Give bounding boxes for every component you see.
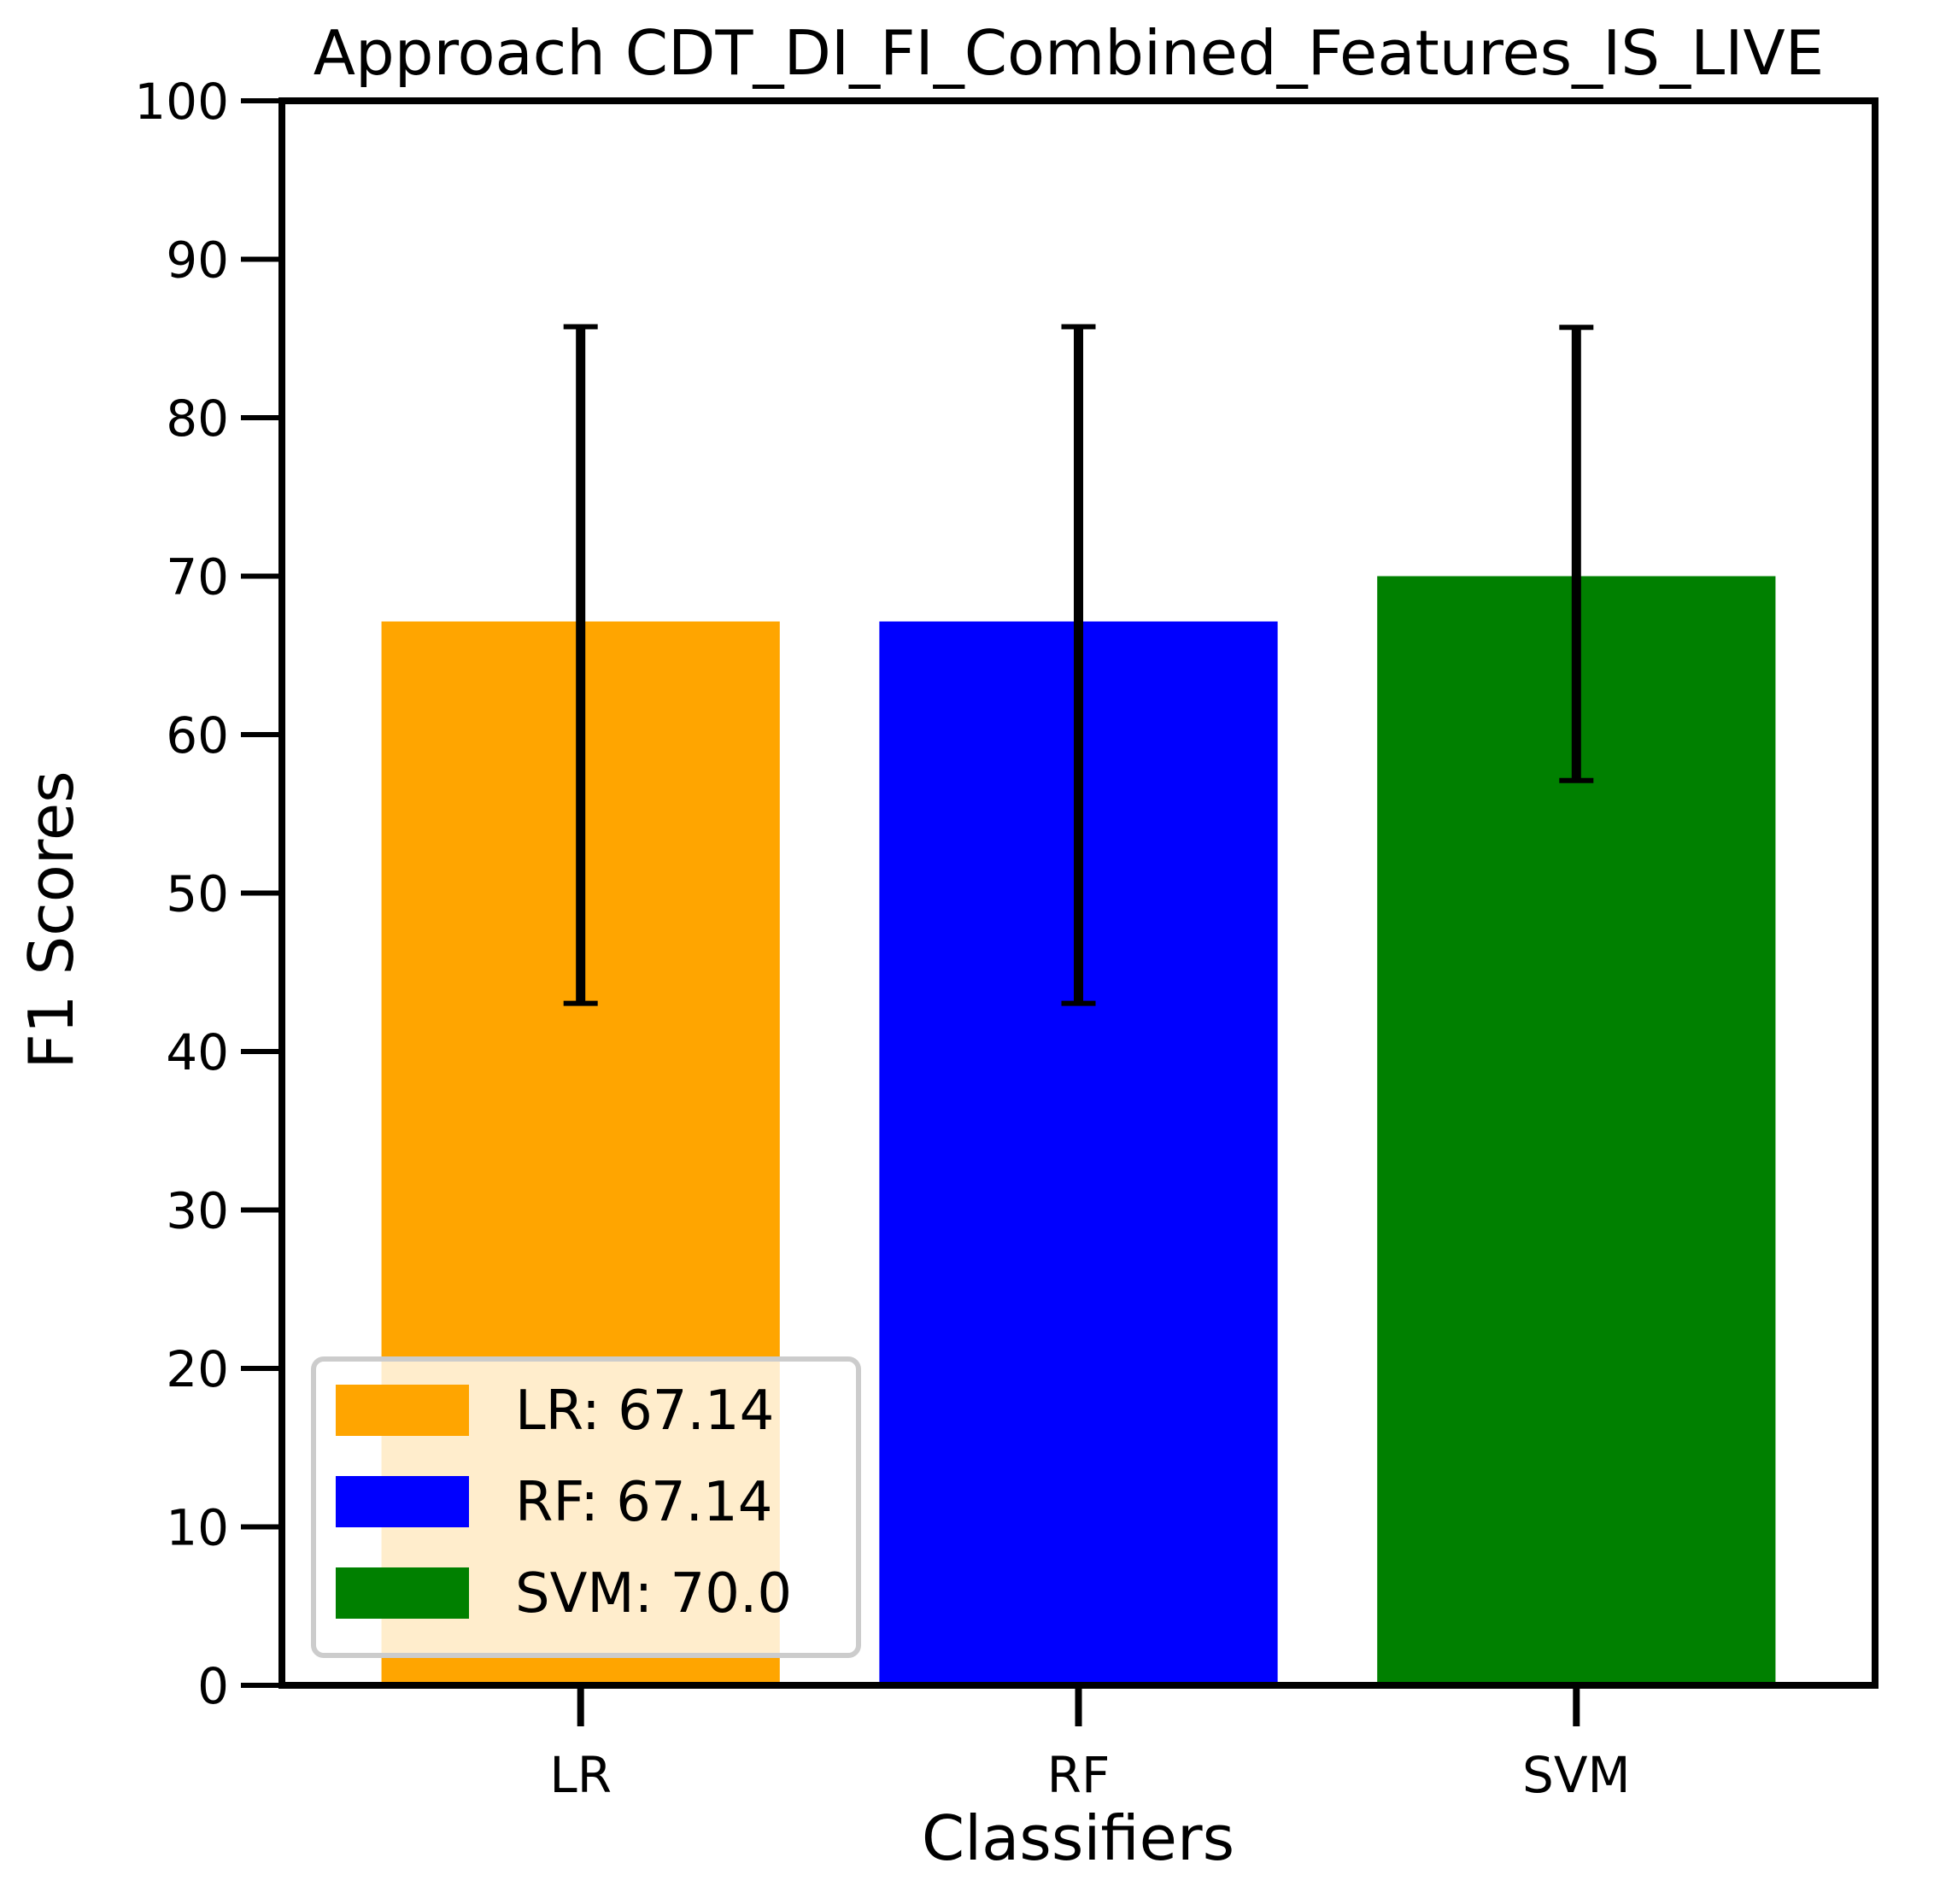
y-tick-label: 20 — [166, 1340, 229, 1398]
legend-swatch-lr — [336, 1385, 469, 1436]
error-bar-svm — [1559, 325, 1594, 783]
legend-swatch-rf — [336, 1476, 469, 1527]
y-tick-label: 40 — [166, 1023, 229, 1081]
y-tick-label: 90 — [166, 231, 229, 290]
x-axis-title: Classifiers — [922, 1802, 1234, 1874]
legend-label-svm: SVM: 70.0 — [515, 1562, 792, 1626]
y-axis-title: F1 Scores — [15, 770, 87, 1069]
chart-title: Approach CDT_DI_FI_Combined_Features_IS_… — [314, 17, 1824, 89]
plot-area: 0 10 20 30 40 50 60 70 80 90 100 LR RF SVM LR: 67.14 RF… — [134, 73, 1878, 1804]
error-bar-lr — [563, 324, 598, 1006]
y-tick-label: 100 — [134, 73, 229, 131]
legend-label-lr: LR: 67.14 — [515, 1380, 774, 1443]
error-bar-rf — [1061, 324, 1096, 1006]
y-tick-label: 30 — [166, 1182, 229, 1240]
y-tick-label: 50 — [166, 865, 229, 923]
y-tick-label: 10 — [166, 1499, 229, 1557]
x-tick-label-svm: SVM — [1522, 1746, 1631, 1804]
x-tick-label-rf: RF — [1047, 1746, 1111, 1804]
y-tick-label: 70 — [166, 548, 229, 606]
y-tick-label: 0 — [197, 1657, 229, 1715]
legend-swatch-svm — [336, 1567, 469, 1619]
y-tick-label: 80 — [166, 390, 229, 448]
legend: LR: 67.14 RF: 67.14 SVM: 70.0 — [311, 1356, 861, 1658]
x-tick-label-lr: LR — [549, 1746, 612, 1804]
legend-label-rf: RF: 67.14 — [515, 1471, 772, 1534]
y-tick-label: 60 — [166, 706, 229, 765]
